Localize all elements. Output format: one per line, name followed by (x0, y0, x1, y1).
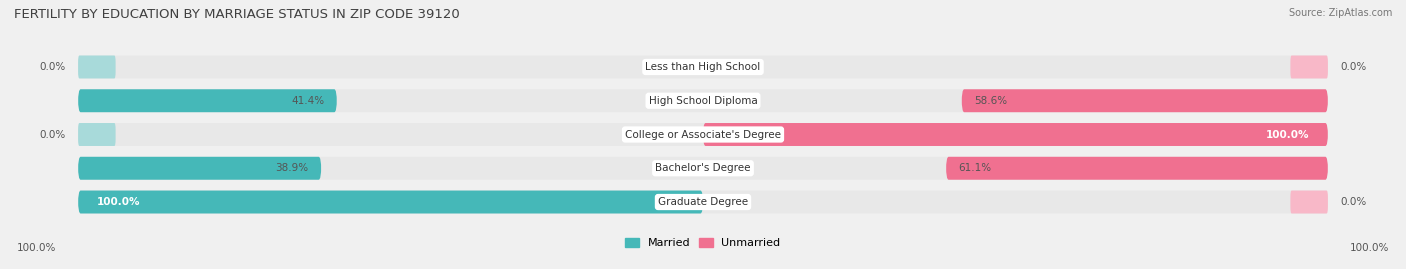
Text: 0.0%: 0.0% (1340, 62, 1367, 72)
Text: 38.9%: 38.9% (276, 163, 309, 173)
Text: Graduate Degree: Graduate Degree (658, 197, 748, 207)
Text: Less than High School: Less than High School (645, 62, 761, 72)
FancyBboxPatch shape (1291, 190, 1327, 214)
Text: High School Diploma: High School Diploma (648, 96, 758, 106)
Text: FERTILITY BY EDUCATION BY MARRIAGE STATUS IN ZIP CODE 39120: FERTILITY BY EDUCATION BY MARRIAGE STATU… (14, 8, 460, 21)
Text: Source: ZipAtlas.com: Source: ZipAtlas.com (1288, 8, 1392, 18)
FancyBboxPatch shape (946, 157, 1327, 180)
Text: 0.0%: 0.0% (1340, 197, 1367, 207)
Text: Bachelor's Degree: Bachelor's Degree (655, 163, 751, 173)
Text: 0.0%: 0.0% (39, 129, 66, 140)
Text: 100.0%: 100.0% (1350, 243, 1389, 253)
FancyBboxPatch shape (79, 190, 703, 214)
FancyBboxPatch shape (79, 123, 115, 146)
FancyBboxPatch shape (79, 55, 115, 79)
Text: 41.4%: 41.4% (291, 96, 325, 106)
Text: 0.0%: 0.0% (39, 62, 66, 72)
FancyBboxPatch shape (79, 157, 321, 180)
FancyBboxPatch shape (703, 123, 1327, 146)
Legend: Married, Unmarried: Married, Unmarried (621, 233, 785, 253)
FancyBboxPatch shape (79, 123, 1327, 146)
FancyBboxPatch shape (79, 55, 1327, 79)
Text: College or Associate's Degree: College or Associate's Degree (626, 129, 780, 140)
Text: 100.0%: 100.0% (1265, 129, 1309, 140)
Text: 100.0%: 100.0% (17, 243, 56, 253)
FancyBboxPatch shape (79, 190, 1327, 214)
FancyBboxPatch shape (79, 89, 337, 112)
Text: 100.0%: 100.0% (97, 197, 141, 207)
Text: 58.6%: 58.6% (974, 96, 1007, 106)
FancyBboxPatch shape (79, 89, 1327, 112)
FancyBboxPatch shape (962, 89, 1327, 112)
Text: 61.1%: 61.1% (959, 163, 991, 173)
FancyBboxPatch shape (79, 157, 1327, 180)
FancyBboxPatch shape (1291, 55, 1327, 79)
